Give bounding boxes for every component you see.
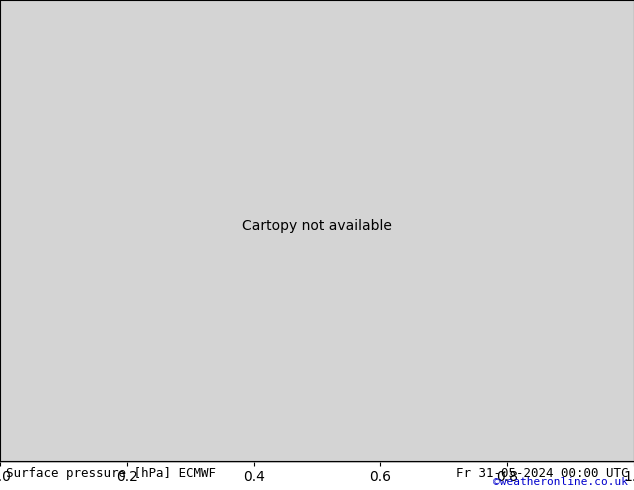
Text: Cartopy not available: Cartopy not available — [242, 220, 392, 233]
Text: Fr 31-05-2024 00:00 UTC (18+54): Fr 31-05-2024 00:00 UTC (18+54) — [456, 467, 634, 480]
Text: Surface pressure [hPa] ECMWF: Surface pressure [hPa] ECMWF — [6, 467, 216, 480]
Text: ©weatheronline.co.uk: ©weatheronline.co.uk — [493, 477, 628, 487]
